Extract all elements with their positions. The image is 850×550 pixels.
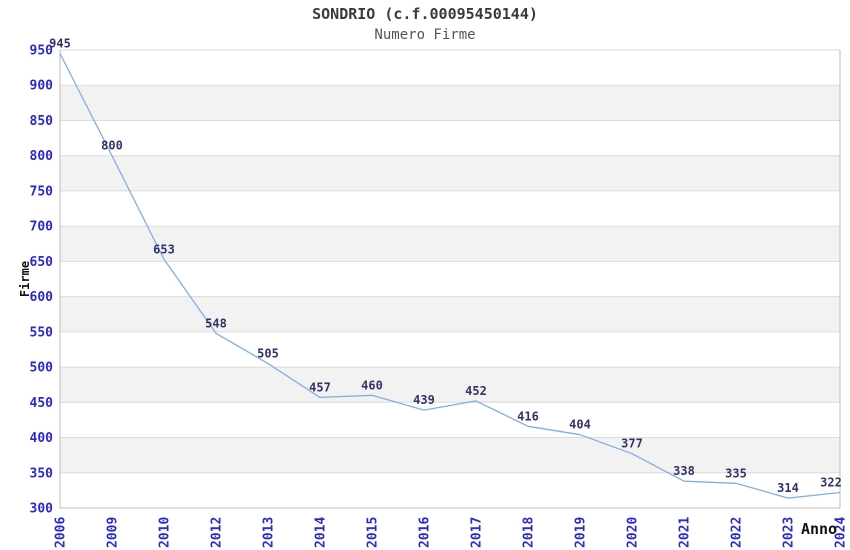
y-tick-label: 350: [30, 466, 54, 481]
data-point-label: 377: [621, 437, 643, 451]
plot-band: [60, 85, 840, 121]
chart-title: SONDRIO (c.f.00095450144): [312, 5, 538, 23]
x-tick-label: 2018: [522, 517, 537, 548]
data-line: [59, 53, 841, 499]
y-tick-label: 450: [30, 396, 54, 411]
data-point-label: 338: [673, 464, 695, 478]
data-point-label: 460: [361, 378, 383, 392]
x-tick-label: 2014: [314, 517, 329, 548]
y-tick-label: 650: [30, 255, 54, 270]
y-tick-label: 600: [30, 290, 54, 305]
y-tick-label: 500: [30, 361, 54, 376]
plot-band: [60, 367, 840, 403]
data-point-label: 945: [49, 37, 71, 51]
plot-band: [60, 296, 840, 332]
y-tick-label: 800: [30, 149, 54, 164]
y-tick-label: 850: [30, 114, 54, 129]
y-tick-label: 550: [30, 325, 54, 340]
data-point-label: 505: [257, 347, 279, 361]
plot-band: [60, 437, 840, 473]
y-tick-label: 900: [30, 79, 54, 94]
x-tick-label: 2009: [106, 517, 121, 548]
x-tick-label: 2021: [678, 517, 693, 548]
data-point-label: 457: [309, 380, 331, 394]
data-point-label: 548: [205, 316, 227, 330]
x-tick-label: 2006: [54, 517, 69, 548]
y-tick-label: 700: [30, 220, 54, 235]
x-tick-label: 2020: [626, 517, 641, 548]
data-point-label: 653: [153, 242, 175, 256]
data-point-label: 452: [465, 384, 487, 398]
y-tick-label: 950: [30, 44, 54, 59]
data-point-label: 314: [777, 481, 799, 495]
data-point-label: 404: [569, 418, 591, 432]
x-tick-label: 2024: [834, 517, 849, 548]
x-tick-label: 2010: [158, 517, 173, 548]
y-tick-label: 300: [30, 502, 54, 517]
x-tick-label: 2023: [782, 517, 797, 548]
x-axis-title: Anno: [801, 520, 837, 538]
x-tick-label: 2019: [574, 517, 589, 548]
plot-band: [60, 226, 840, 262]
data-point-label: 439: [413, 393, 435, 407]
y-axis-title: Firme: [18, 261, 32, 297]
x-tick-label: 2022: [730, 517, 745, 548]
y-tick-label: 400: [30, 431, 54, 446]
x-tick-label: 2013: [262, 517, 277, 548]
data-point-label: 322: [820, 475, 842, 489]
y-tick-label: 750: [30, 184, 54, 199]
plot-band: [60, 155, 840, 191]
x-tick-label: 2012: [210, 517, 225, 548]
data-point-label: 335: [725, 466, 747, 480]
x-tick-label: 2016: [418, 517, 433, 548]
chart-subtitle: Numero Firme: [374, 27, 476, 43]
data-point-label: 800: [101, 139, 123, 153]
data-point-label: 416: [517, 409, 539, 423]
x-tick-label: 2017: [470, 517, 485, 548]
x-tick-label: 2015: [366, 517, 381, 548]
